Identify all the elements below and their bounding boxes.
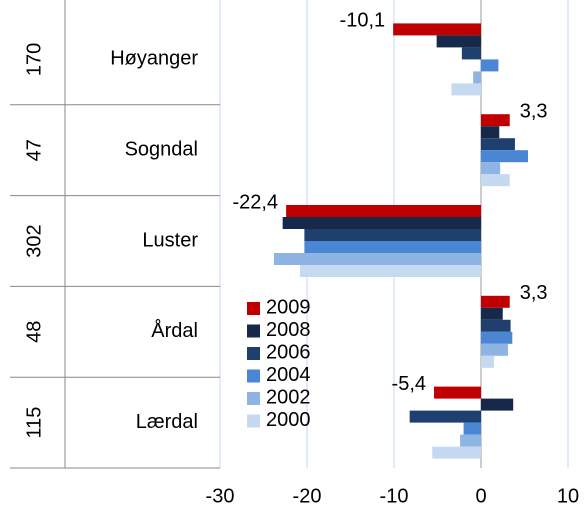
bar — [481, 59, 499, 72]
category-code: 302 — [23, 224, 45, 257]
legend-label: 2002 — [266, 386, 311, 408]
x-tick-label: 10 — [557, 485, 579, 507]
bar — [434, 386, 481, 399]
bar — [432, 446, 481, 459]
legend-swatch — [247, 347, 260, 360]
bar — [304, 229, 481, 241]
bar — [481, 398, 514, 411]
y-tick-label: Luster — [142, 229, 198, 251]
y-tick-label: Lærdal — [136, 411, 198, 433]
bar — [481, 174, 510, 187]
y-tick-label: Sogndal — [125, 138, 198, 160]
bar — [461, 47, 481, 60]
category-code: 48 — [23, 321, 45, 343]
bar — [460, 434, 481, 447]
bar — [481, 114, 510, 127]
bar — [286, 205, 481, 217]
x-tick-label: -20 — [293, 485, 322, 507]
legend-label: 2006 — [266, 341, 311, 363]
bar — [282, 217, 481, 229]
value-label: -10,1 — [340, 10, 386, 32]
value-label: -5,4 — [392, 373, 426, 395]
legend-label: 2000 — [266, 409, 311, 431]
category-code: 115 — [23, 407, 45, 439]
legend-label: 2008 — [266, 319, 311, 341]
value-label: -22,4 — [233, 191, 279, 213]
bar — [481, 126, 500, 139]
x-tick-label: -30 — [206, 485, 235, 507]
bar — [300, 265, 481, 277]
y-tick-label: Årdal — [151, 319, 198, 342]
legend-swatch — [247, 369, 260, 383]
category-code: 47 — [23, 139, 45, 161]
bar — [481, 295, 510, 308]
bar — [304, 241, 481, 253]
bar — [273, 253, 481, 265]
bar — [473, 71, 481, 84]
x-tick-label: -10 — [380, 485, 409, 507]
legend-swatch — [247, 324, 260, 338]
legend-swatch — [247, 414, 260, 428]
bar — [463, 422, 481, 435]
legend-swatch — [247, 302, 260, 315]
bar — [481, 307, 503, 320]
category-code: 170 — [23, 43, 45, 76]
bar — [393, 23, 481, 36]
bar — [481, 319, 511, 332]
bar — [481, 138, 515, 151]
legend-label: 2004 — [266, 364, 311, 386]
value-label: 3,3 — [520, 282, 548, 304]
x-tick-label: 0 — [475, 485, 486, 507]
bar — [481, 331, 513, 344]
y-tick-label: Høyanger — [110, 48, 198, 70]
value-label: 3,3 — [520, 100, 548, 122]
bar — [409, 410, 481, 423]
legend-label: 2009 — [266, 296, 311, 318]
bar — [481, 343, 508, 356]
bar — [481, 162, 501, 175]
legend-swatch — [247, 392, 260, 405]
bar — [481, 150, 528, 163]
bar — [436, 35, 481, 48]
bar — [451, 83, 481, 96]
bar — [481, 355, 495, 368]
